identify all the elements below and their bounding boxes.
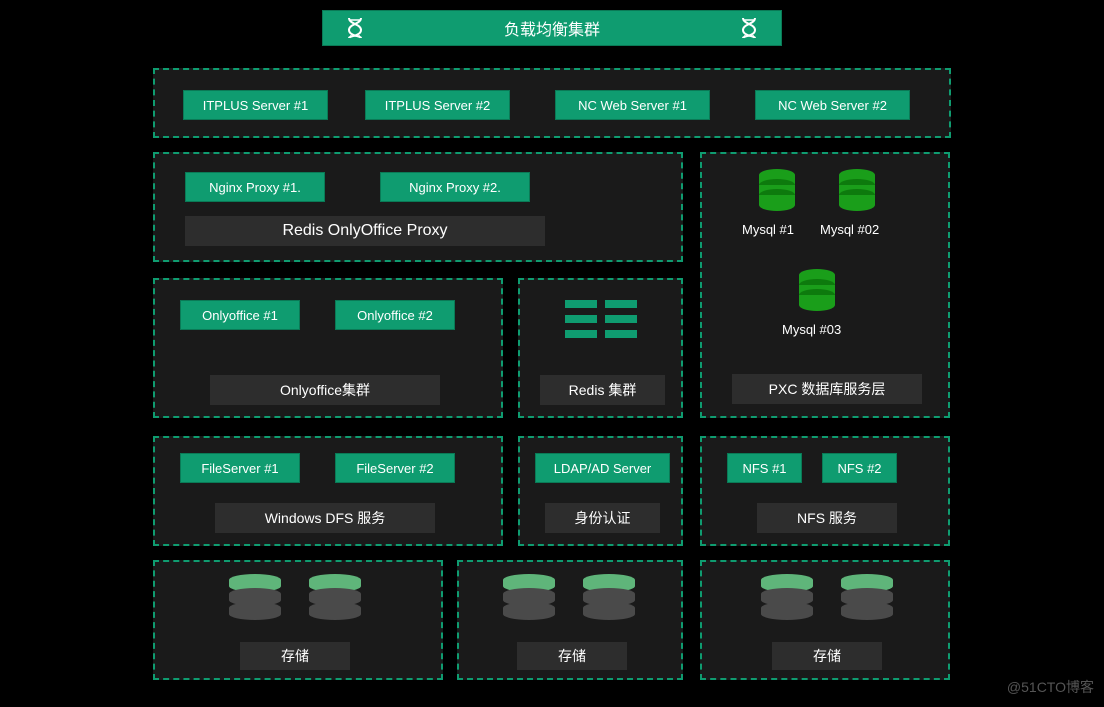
ldap-label: 身份认证	[545, 503, 660, 533]
db-label: Mysql #1	[742, 222, 794, 237]
fileserver-label: Windows DFS 服务	[215, 503, 435, 533]
redis-panel: Redis 集群	[518, 278, 683, 418]
load-balancer-title: 负载均衡集群	[504, 16, 600, 40]
storage-stack-icon	[305, 574, 365, 624]
watermark: @51CTO博客	[1007, 677, 1094, 697]
db-icon	[837, 169, 877, 217]
db-label: Mysql #02	[820, 222, 879, 237]
nginx-proxy: Nginx Proxy #2.	[380, 172, 530, 202]
fileserver-panel: FileServer #1 FileServer #2 Windows DFS …	[153, 436, 503, 546]
fileserver: FileServer #2	[335, 453, 455, 483]
pxc-label: PXC 数据库服务层	[732, 374, 922, 404]
fileserver: FileServer #1	[180, 453, 300, 483]
storage-panel: 存储	[457, 560, 683, 680]
server-box: NC Web Server #1	[555, 90, 710, 120]
nginx-label: Redis OnlyOffice Proxy	[185, 216, 545, 246]
storage-panel: 存储	[153, 560, 443, 680]
ldap-panel: LDAP/AD Server 身份认证	[518, 436, 683, 546]
nfs-panel: NFS #1 NFS #2 NFS 服务	[700, 436, 950, 546]
server-box: ITPLUS Server #2	[365, 90, 510, 120]
storage-stack-icon	[757, 574, 817, 624]
redis-bars-icon	[565, 295, 640, 345]
storage-panel: 存储	[700, 560, 950, 680]
nfs-server: NFS #1	[727, 453, 802, 483]
onlyoffice-label: Onlyoffice集群	[210, 375, 440, 405]
storage-stack-icon	[225, 574, 285, 624]
storage-stack-icon	[499, 574, 559, 624]
redis-label: Redis 集群	[540, 375, 665, 405]
nfs-server: NFS #2	[822, 453, 897, 483]
storage-label: 存储	[772, 642, 882, 670]
storage-stack-icon	[837, 574, 897, 624]
onlyoffice-server: Onlyoffice #2	[335, 300, 455, 330]
nginx-panel: Nginx Proxy #1. Nginx Proxy #2. Redis On…	[153, 152, 683, 262]
server-box: ITPLUS Server #1	[183, 90, 328, 120]
nginx-proxy: Nginx Proxy #1.	[185, 172, 325, 202]
db-label: Mysql #03	[782, 322, 841, 337]
storage-stack-icon	[579, 574, 639, 624]
load-balancer-bar: 负载均衡集群	[322, 10, 782, 46]
dna-icon	[343, 16, 367, 40]
servers-panel: ITPLUS Server #1 ITPLUS Server #2 NC Web…	[153, 68, 951, 138]
db-icon	[757, 169, 797, 217]
onlyoffice-panel: Onlyoffice #1 Onlyoffice #2 Onlyoffice集群	[153, 278, 503, 418]
ldap-server: LDAP/AD Server	[535, 453, 670, 483]
db-icon	[797, 269, 837, 317]
storage-label: 存储	[240, 642, 350, 670]
pxc-panel: Mysql #1 Mysql #02 Mysql #03 PXC 数据库服务层	[700, 152, 950, 418]
nfs-label: NFS 服务	[757, 503, 897, 533]
server-box: NC Web Server #2	[755, 90, 910, 120]
onlyoffice-server: Onlyoffice #1	[180, 300, 300, 330]
storage-label: 存储	[517, 642, 627, 670]
dna-icon	[737, 16, 761, 40]
